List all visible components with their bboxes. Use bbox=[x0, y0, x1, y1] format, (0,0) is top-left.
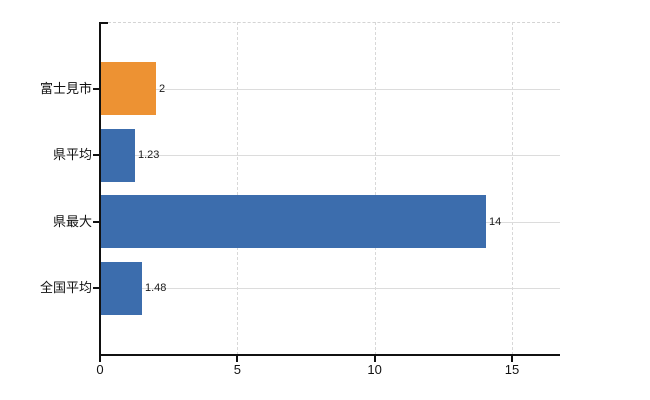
x-axis-line bbox=[100, 354, 560, 356]
h-gridline bbox=[100, 155, 560, 156]
v-gridline bbox=[512, 22, 513, 355]
v-gridline bbox=[374, 22, 376, 355]
bar bbox=[101, 129, 135, 182]
bar-value-label: 2 bbox=[159, 83, 166, 95]
category-label: 県最大 bbox=[52, 214, 92, 229]
x-tick-label: 10 bbox=[367, 362, 382, 377]
x-tick-label: 5 bbox=[233, 362, 241, 377]
y-tick bbox=[93, 287, 100, 289]
x-tick bbox=[236, 356, 239, 362]
category-label: 県平均 bbox=[52, 147, 92, 162]
y-tick bbox=[93, 88, 100, 90]
y-axis-end-cap bbox=[100, 22, 108, 24]
h-gridline bbox=[100, 89, 560, 90]
bar bbox=[101, 262, 142, 315]
category-label: 全国平均 bbox=[39, 280, 92, 295]
v-gridline bbox=[237, 22, 239, 355]
y-tick bbox=[93, 154, 100, 156]
category-label: 富士見市 bbox=[39, 81, 92, 96]
x-tick bbox=[373, 356, 376, 362]
bar bbox=[101, 195, 486, 248]
x-tick-label: 0 bbox=[96, 362, 104, 377]
x-tick-label: 15 bbox=[504, 362, 520, 377]
bar bbox=[101, 62, 156, 115]
bar-value-label: 1.48 bbox=[145, 282, 167, 294]
x-tick bbox=[99, 356, 101, 362]
plot-top-border bbox=[108, 22, 560, 23]
h-gridline bbox=[100, 288, 560, 289]
y-tick bbox=[93, 221, 100, 223]
bar-value-label: 14 bbox=[489, 216, 502, 228]
x-tick bbox=[511, 356, 513, 362]
y-axis-line bbox=[99, 22, 101, 356]
bar-value-label: 1.23 bbox=[138, 149, 160, 161]
